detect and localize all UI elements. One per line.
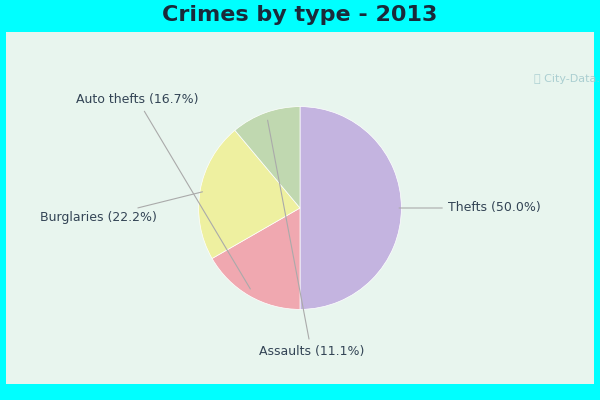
Wedge shape	[212, 208, 300, 309]
Text: Assaults (11.1%): Assaults (11.1%)	[259, 120, 364, 358]
Text: ⓘ City-Data.com: ⓘ City-Data.com	[534, 74, 600, 84]
Text: Burglaries (22.2%): Burglaries (22.2%)	[40, 192, 202, 224]
Wedge shape	[235, 107, 300, 208]
Text: Thefts (50.0%): Thefts (50.0%)	[399, 202, 541, 214]
Text: Auto thefts (16.7%): Auto thefts (16.7%)	[76, 93, 250, 289]
FancyBboxPatch shape	[6, 32, 594, 384]
Title: Crimes by type - 2013: Crimes by type - 2013	[163, 5, 437, 25]
Wedge shape	[300, 107, 401, 309]
Wedge shape	[199, 130, 300, 258]
